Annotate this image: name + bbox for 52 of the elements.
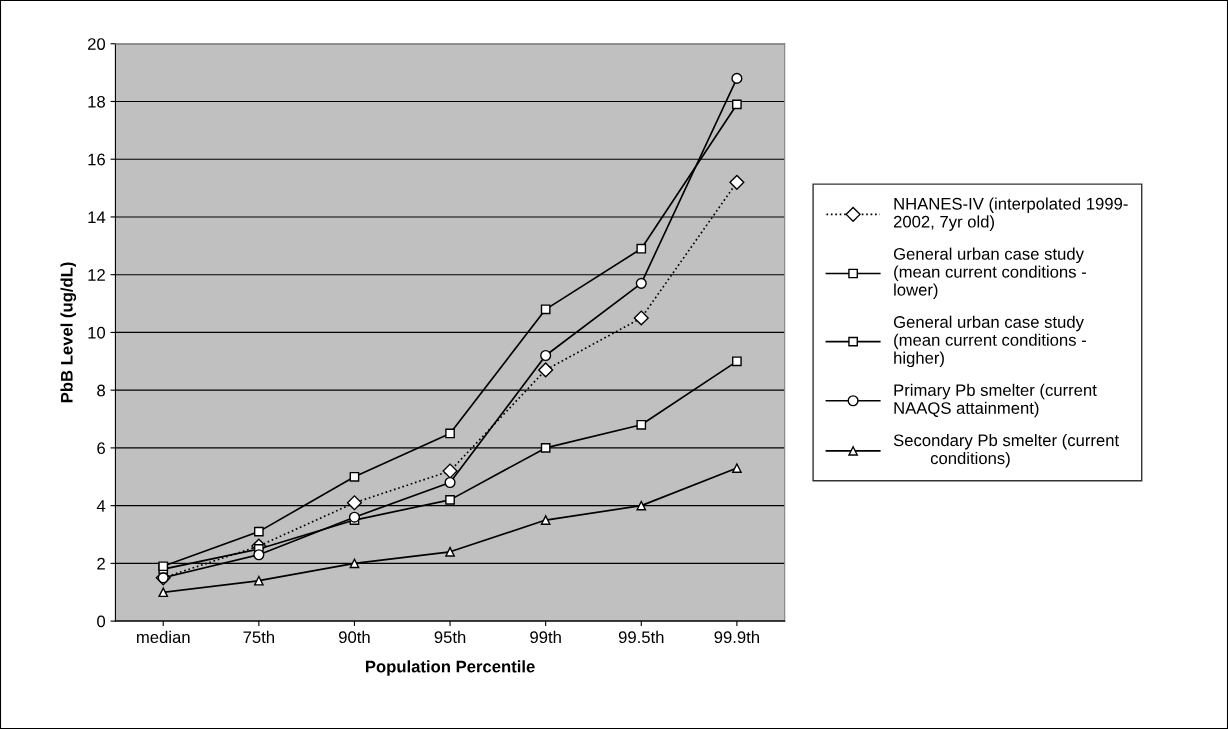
point	[349, 558, 360, 569]
point	[444, 476, 456, 489]
point	[253, 526, 264, 537]
point	[729, 174, 745, 190]
y-tick-label: 12	[88, 269, 105, 281]
point	[540, 349, 552, 362]
point	[445, 428, 455, 439]
x-tick-label: 90th	[339, 630, 370, 644]
y-tick-label: 0	[97, 615, 106, 628]
x-tick-label: median	[137, 630, 190, 644]
y-tick-label: 2	[97, 557, 105, 570]
x-tick-label: 99.5th	[618, 630, 664, 644]
point	[253, 549, 265, 561]
point	[540, 304, 551, 315]
y-tick-label: 6	[97, 442, 105, 455]
x-axis-title: Population Percentile	[365, 660, 535, 676]
point	[540, 515, 551, 525]
y-tick-label: 14	[88, 211, 106, 223]
point	[732, 463, 742, 473]
legend-label: Primary Pb smelter (current NAAQS attainment)	[894, 383, 1097, 418]
point	[732, 99, 742, 110]
legend-label: Secondary Pb smelter (current conditions)	[893, 433, 1119, 468]
point	[635, 277, 647, 289]
point	[731, 72, 743, 84]
x-tick-label: 99th	[530, 630, 561, 644]
legend-label: General urban case study (mean current conditions - lower)	[893, 247, 1086, 300]
legend-label: General urban case study (mean current conditions - higher)	[893, 315, 1086, 368]
point	[445, 494, 455, 505]
point	[636, 243, 647, 254]
y-tick-label: 10	[88, 326, 106, 339]
y-tick-label: 4	[96, 500, 106, 512]
point	[349, 471, 360, 482]
y-tick-label: 16	[88, 153, 105, 166]
point	[348, 511, 361, 523]
x-tick-label: 95th	[434, 630, 466, 644]
point	[442, 463, 458, 479]
point	[540, 443, 551, 453]
x-tick-label: 99.9th	[714, 630, 759, 644]
legend-label: NHANES-IV (interpolated 1999- 2002, 7yr old)	[893, 197, 1128, 231]
point	[346, 495, 363, 511]
y-tick-label: 8	[97, 384, 105, 397]
point	[636, 419, 647, 430]
y-tick-label: 18	[88, 95, 105, 108]
point	[538, 362, 554, 378]
point	[732, 356, 742, 367]
y-axis-title: PbB Level (ug/dL)	[60, 262, 77, 403]
point	[633, 310, 649, 326]
point	[636, 500, 647, 511]
point	[445, 546, 455, 557]
y-tick-label: 20	[88, 38, 106, 50]
point	[253, 575, 264, 586]
x-tick-label: 75th	[243, 630, 274, 644]
